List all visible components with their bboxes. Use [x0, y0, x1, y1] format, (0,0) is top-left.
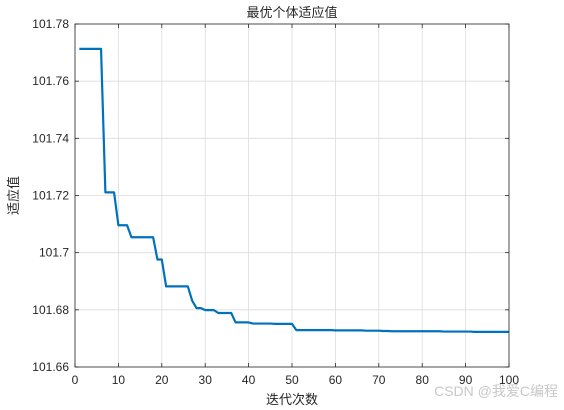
- x-tick-label: 50: [285, 373, 299, 387]
- y-tick-labels: 101.66 101.68 101.7 101.72 101.74 101.76 101.7…: [32, 17, 69, 374]
- x-tick-label: 80: [416, 373, 430, 387]
- x-tick-label: 40: [242, 373, 256, 387]
- axis-ticks: [74, 23, 510, 368]
- x-tick-label: 10: [112, 373, 126, 387]
- watermark: CSDN @我爱C编程: [434, 383, 558, 399]
- x-tick-label: 30: [199, 373, 213, 387]
- y-tick-label: 101.78: [32, 17, 69, 31]
- y-tick-label: 101.66: [32, 360, 69, 374]
- x-tick-label: 90: [459, 373, 473, 387]
- y-tick-label: 101.76: [32, 74, 69, 88]
- y-tick-label: 101.7: [39, 246, 69, 260]
- series-line: [79, 47, 509, 333]
- y-axis-label: 适应值: [6, 176, 22, 215]
- x-axis-label: 迭代次数: [266, 392, 318, 408]
- x-tick-label: 70: [372, 373, 386, 387]
- x-tick-label: 60: [329, 373, 343, 387]
- y-tick-label: 101.68: [32, 303, 69, 317]
- x-tick-label: 100: [499, 373, 519, 387]
- y-tick-label: 101.74: [32, 131, 69, 145]
- x-tick-label: 20: [155, 373, 169, 387]
- y-tick-label: 101.72: [32, 189, 69, 203]
- x-tick-labels: 0 10 20 30 40 50 60 70 80 90 100: [72, 373, 520, 387]
- chart-title: 最优个体适应值: [246, 5, 337, 21]
- x-tick-label: 0: [72, 373, 79, 387]
